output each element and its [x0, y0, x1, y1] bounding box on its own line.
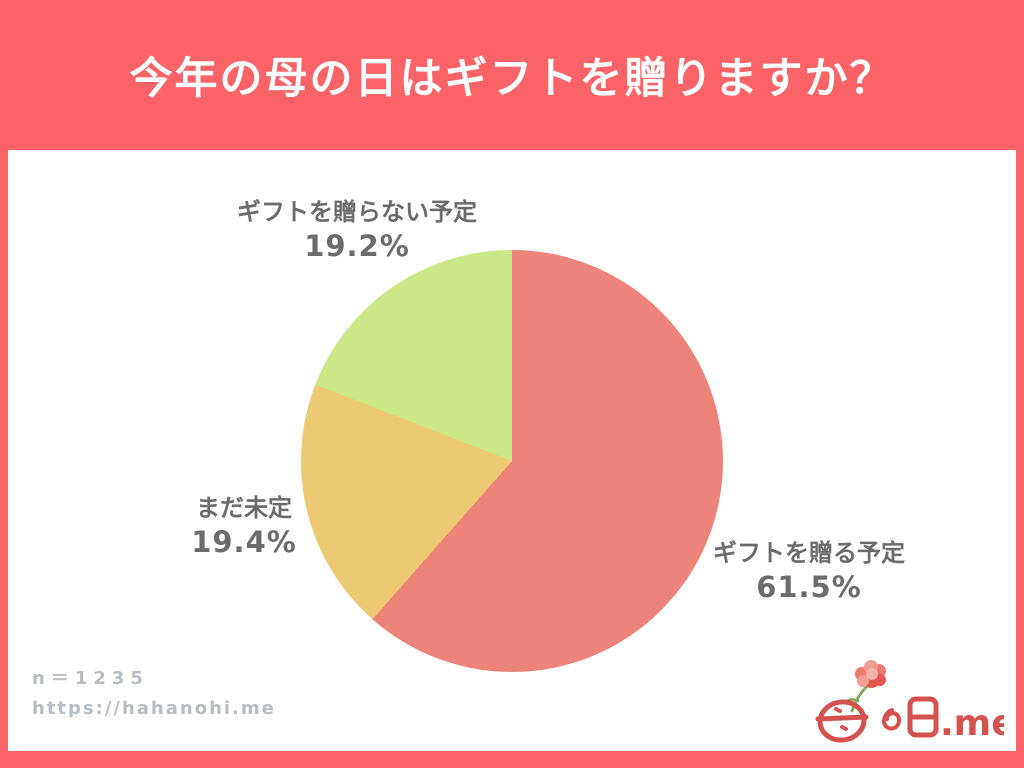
brand-logo: .me: [814, 659, 1004, 745]
pie-label-undecided-text: まだ未定: [195, 494, 292, 522]
haha-glyph-icon: [815, 699, 869, 743]
title-banner: 今年の母の日はギフトを贈りますか？: [0, 0, 1024, 150]
pie-label-gift-percent: 61.5%: [756, 570, 862, 605]
pie-label-no-gift-text: ギフトを贈らない予定: [237, 198, 477, 226]
pie-label-undecided: まだ未定 19.4%: [191, 493, 297, 560]
page-title: 今年の母の日はギフトを贈りますか？: [129, 54, 895, 104]
pie-label-no-gift: ギフトを贈らない予定 19.2%: [237, 197, 477, 264]
no-glyph-icon: [881, 708, 902, 731]
chart-panel: ギフトを贈らない予定 19.2% まだ未定 19.4% ギフトを贈る予定 61.…: [8, 150, 1016, 751]
pie-chart: [301, 250, 723, 672]
footer-meta: n＝1235 https://hahanohi.me: [32, 664, 276, 719]
hahanohi-logo-icon: .me: [815, 660, 1004, 744]
dot-me-text: .me: [940, 703, 1004, 744]
pie-label-undecided-percent: 19.4%: [191, 525, 297, 560]
hi-glyph-icon: [907, 696, 939, 738]
carnation-flower-icon: [845, 660, 886, 713]
pie-label-gift: ギフトを贈る予定 61.5%: [713, 538, 905, 605]
sample-size: n＝1235: [32, 668, 149, 689]
source-url: https://hahanohi.me: [32, 698, 276, 719]
pie-label-no-gift-percent: 19.2%: [304, 229, 410, 264]
pie-label-gift-text: ギフトを贈る予定: [713, 539, 905, 567]
